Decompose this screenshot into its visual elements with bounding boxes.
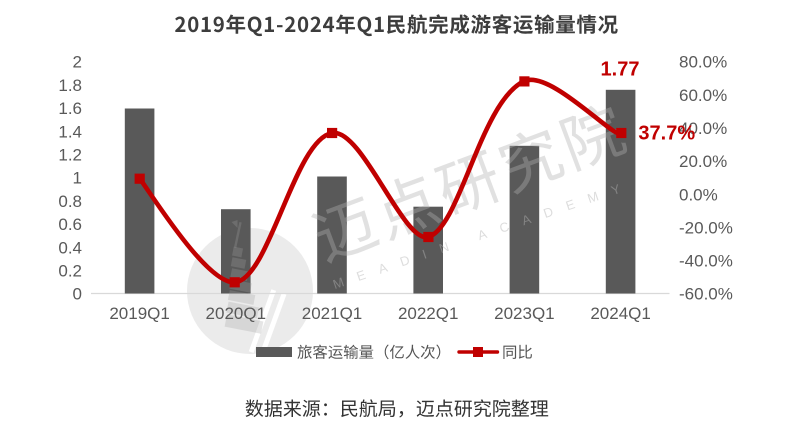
svg-text:-40.0%: -40.0% bbox=[679, 252, 733, 271]
svg-text:40.0%: 40.0% bbox=[679, 119, 727, 138]
svg-text:2019Q1: 2019Q1 bbox=[109, 304, 170, 323]
svg-text:0: 0 bbox=[73, 285, 82, 304]
svg-text:37.7%: 37.7% bbox=[638, 122, 695, 144]
svg-text:1.4: 1.4 bbox=[58, 122, 82, 141]
svg-text:-60.0%: -60.0% bbox=[679, 285, 733, 304]
svg-text:2022Q1: 2022Q1 bbox=[398, 304, 459, 323]
svg-text:1.2: 1.2 bbox=[58, 146, 82, 165]
svg-text:20.0%: 20.0% bbox=[679, 152, 727, 171]
svg-text:-20.0%: -20.0% bbox=[679, 218, 733, 237]
svg-text:MEADIN ACADEMY: MEADIN ACADEMY bbox=[331, 177, 636, 292]
svg-text:1.6: 1.6 bbox=[58, 99, 82, 118]
svg-text:0.0%: 0.0% bbox=[679, 185, 718, 204]
svg-text:2: 2 bbox=[73, 53, 82, 72]
svg-text:80.0%: 80.0% bbox=[679, 53, 727, 72]
svg-text:2024Q1: 2024Q1 bbox=[590, 304, 651, 323]
svg-text:1: 1 bbox=[73, 169, 82, 188]
svg-text:0.4: 0.4 bbox=[58, 238, 82, 257]
svg-text:2021Q1: 2021Q1 bbox=[302, 304, 363, 323]
svg-text:60.0%: 60.0% bbox=[679, 86, 727, 105]
svg-text:0.2: 0.2 bbox=[58, 262, 82, 281]
svg-text:2023Q1: 2023Q1 bbox=[494, 304, 555, 323]
svg-text:1.77: 1.77 bbox=[601, 58, 640, 80]
svg-text:1.8: 1.8 bbox=[58, 76, 82, 95]
svg-text:0.8: 0.8 bbox=[58, 192, 82, 211]
svg-text:2020Q1: 2020Q1 bbox=[206, 304, 267, 323]
svg-text:0.6: 0.6 bbox=[58, 215, 82, 234]
